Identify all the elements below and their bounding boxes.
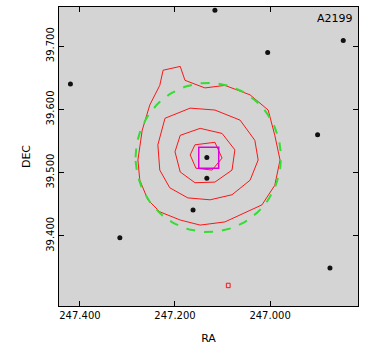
svg-text:39.700: 39.700 [45, 27, 56, 62]
svg-text:39.600: 39.600 [45, 90, 56, 125]
svg-text:RA: RA [201, 332, 216, 345]
svg-text:247.000: 247.000 [249, 310, 290, 321]
svg-text:247.200: 247.200 [154, 310, 195, 321]
svg-text:39.500: 39.500 [45, 154, 56, 189]
svg-text:247.400: 247.400 [59, 310, 100, 321]
svg-text:39.400: 39.400 [45, 217, 56, 252]
svg-text:DEC: DEC [20, 145, 33, 168]
svg-text:A2199: A2199 [317, 12, 353, 25]
